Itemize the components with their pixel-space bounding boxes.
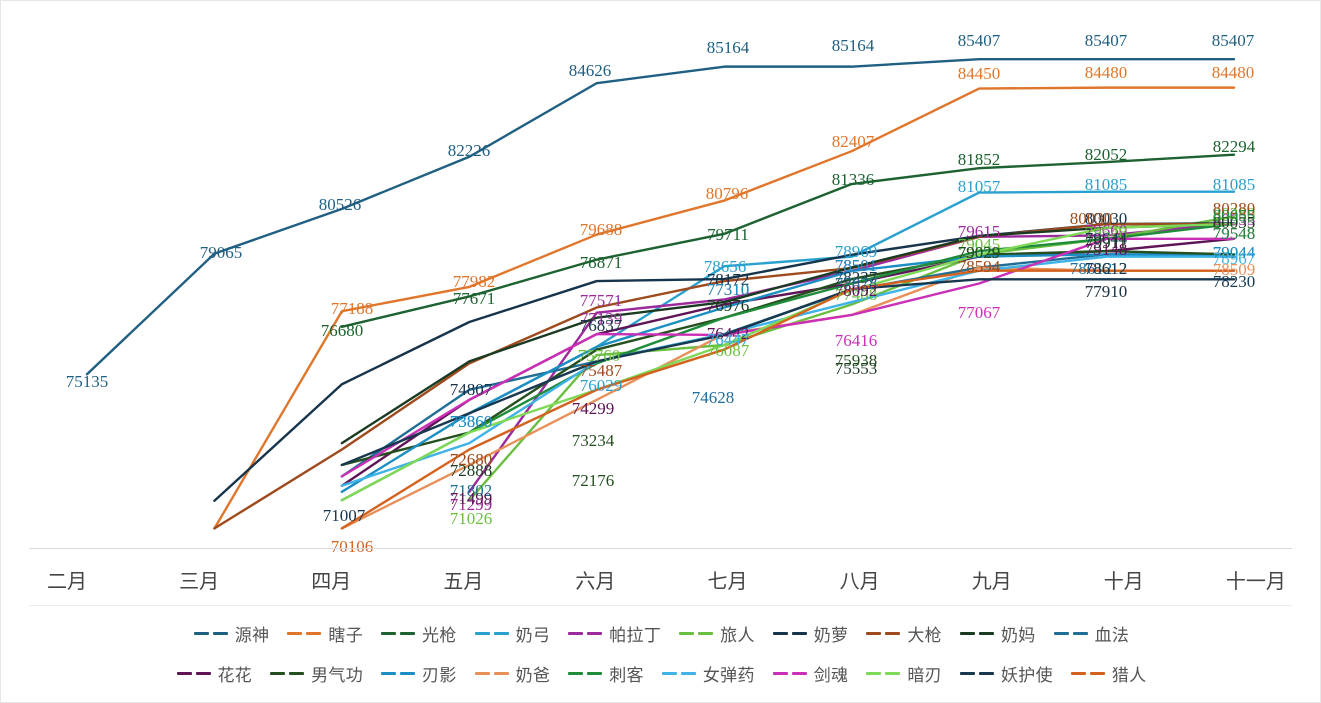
legend-item[interactable]: 旅人 (679, 621, 755, 646)
legend-swatch-icon (270, 671, 308, 675)
legend-item[interactable]: 妖护使 (959, 661, 1053, 686)
legend-item[interactable]: 刃影 (381, 661, 457, 686)
legend-swatch-icon (474, 631, 513, 635)
series-line (213, 222, 1236, 530)
x-axis-tick: 五月 (443, 570, 484, 593)
legend-divider (29, 605, 1292, 606)
legend-label: 花花 (217, 665, 253, 685)
legend-swatch-icon (568, 631, 606, 635)
series-line (340, 253, 1236, 478)
legend-label: 奶妈 (1000, 625, 1036, 645)
series-line (85, 57, 1236, 376)
legend-swatch-icon (193, 631, 232, 635)
legend-row-2: 花花 男气功 刃影 奶爸 刺客 女弹药 剑魂 暗刃 妖护使 猎人 (1, 653, 1321, 693)
legend-swatch-icon (866, 671, 904, 675)
x-axis-tick: 六月 (575, 570, 616, 593)
chart-plot-area: 75135 79065 80526 82226 84626 85164 85164 85407… (1, 1, 1321, 556)
legend-label: 血法 (1094, 625, 1130, 645)
legend-swatch-icon (661, 671, 700, 675)
legend-item[interactable]: 暗刃 (866, 661, 942, 686)
legend-label: 旅人 (720, 625, 755, 645)
legend-swatch-icon (959, 671, 998, 675)
legend-label: 光枪 (422, 625, 457, 645)
legend-label: 奶爸 (515, 665, 551, 685)
legend-label: 女弹药 (702, 665, 755, 685)
legend-swatch-icon (959, 631, 998, 635)
x-axis-tick: 三月 (179, 570, 220, 593)
x-axis-tick: 十月 (1103, 570, 1144, 593)
series-line (340, 237, 1236, 478)
legend-swatch-icon (772, 671, 811, 675)
legend-label: 猎人 (1111, 665, 1147, 685)
legend-item[interactable]: 奶爸 (474, 661, 551, 686)
legend-label: 暗刃 (907, 665, 942, 685)
legend-label: 帕拉丁 (609, 625, 662, 645)
legend-label: 奶弓 (515, 625, 551, 645)
legend-item[interactable]: 光枪 (381, 621, 457, 646)
chart-series-canvas (85, 57, 1236, 530)
legend-item[interactable]: 男气功 (270, 661, 363, 686)
legend-swatch-icon (1053, 631, 1092, 635)
series-line (340, 237, 1236, 487)
series-line (213, 86, 1236, 530)
series-line (340, 253, 1236, 494)
series-line (340, 222, 1236, 445)
legend-label: 剑魂 (813, 665, 849, 685)
series-line (340, 278, 1236, 467)
legend-label: 源神 (234, 625, 270, 645)
legend-item[interactable]: 猎人 (1070, 661, 1147, 686)
x-axis-tick: 二月 (47, 570, 88, 593)
legend-label: 瞎子 (328, 625, 364, 645)
legend-item[interactable]: 大枪 (866, 621, 942, 646)
x-axis-tick: 九月 (971, 570, 1012, 593)
legend-label: 大枪 (907, 625, 942, 645)
x-axis-tick: 十一月 (1225, 570, 1286, 593)
legend-label: 男气功 (311, 665, 364, 685)
legend-swatch-icon (679, 631, 717, 635)
series-line (340, 249, 1236, 467)
legend-item[interactable]: 花花 (176, 661, 253, 686)
legend-swatch-icon (474, 671, 513, 675)
legend-label: 刺客 (609, 665, 644, 685)
legend-item[interactable]: 剑魂 (772, 661, 849, 686)
legend-item[interactable]: 源神 (193, 621, 270, 646)
legend-label: 刃影 (422, 665, 457, 685)
legend-item[interactable]: 奶萝 (772, 621, 849, 646)
legend-swatch-icon (381, 631, 419, 635)
series-line (340, 222, 1236, 502)
legend-item[interactable]: 刺客 (568, 661, 644, 686)
series-line (340, 269, 1236, 530)
legend-swatch-icon (287, 631, 325, 635)
legend-swatch-icon (772, 631, 811, 635)
x-axis-line (29, 548, 1292, 549)
legend-swatch-icon (1070, 671, 1109, 675)
legend-row-1: 源神 瞎子 光枪 奶弓 帕拉丁 旅人 奶萝 大枪 奶妈 血法 (1, 613, 1321, 653)
legend-item[interactable]: 瞎子 (287, 621, 363, 646)
x-axis-tick: 四月 (311, 570, 352, 593)
legend-label: 奶萝 (813, 625, 849, 645)
legend-swatch-icon (866, 631, 904, 635)
legend-item[interactable]: 奶弓 (474, 621, 551, 646)
series-line (340, 266, 1236, 530)
legend-item[interactable]: 帕拉丁 (568, 621, 661, 646)
series-line (340, 222, 1236, 502)
legend-swatch-icon (176, 671, 215, 675)
series-line (340, 255, 1236, 487)
legend-item[interactable]: 血法 (1053, 621, 1130, 646)
legend-swatch-icon (381, 671, 419, 675)
legend-item[interactable]: 奶妈 (959, 621, 1036, 646)
legend-label: 妖护使 (1000, 665, 1053, 685)
series-line (340, 153, 1236, 329)
legend-swatch-icon (568, 671, 606, 675)
chart-legend: 源神 瞎子 光枪 奶弓 帕拉丁 旅人 奶萝 大枪 奶妈 血法 花花 男气功 刃影 奶爸 刺客 女弹药 剑魂 暗刃… (1, 613, 1321, 693)
x-axis-tick: 八月 (839, 570, 880, 593)
x-axis-tick: 七月 (707, 570, 748, 593)
x-axis-tick-labels: 二月 三月 四月 五月 六月 七月 八月 九月 十月 十一月 (1, 557, 1321, 601)
legend-item[interactable]: 女弹药 (661, 661, 755, 686)
